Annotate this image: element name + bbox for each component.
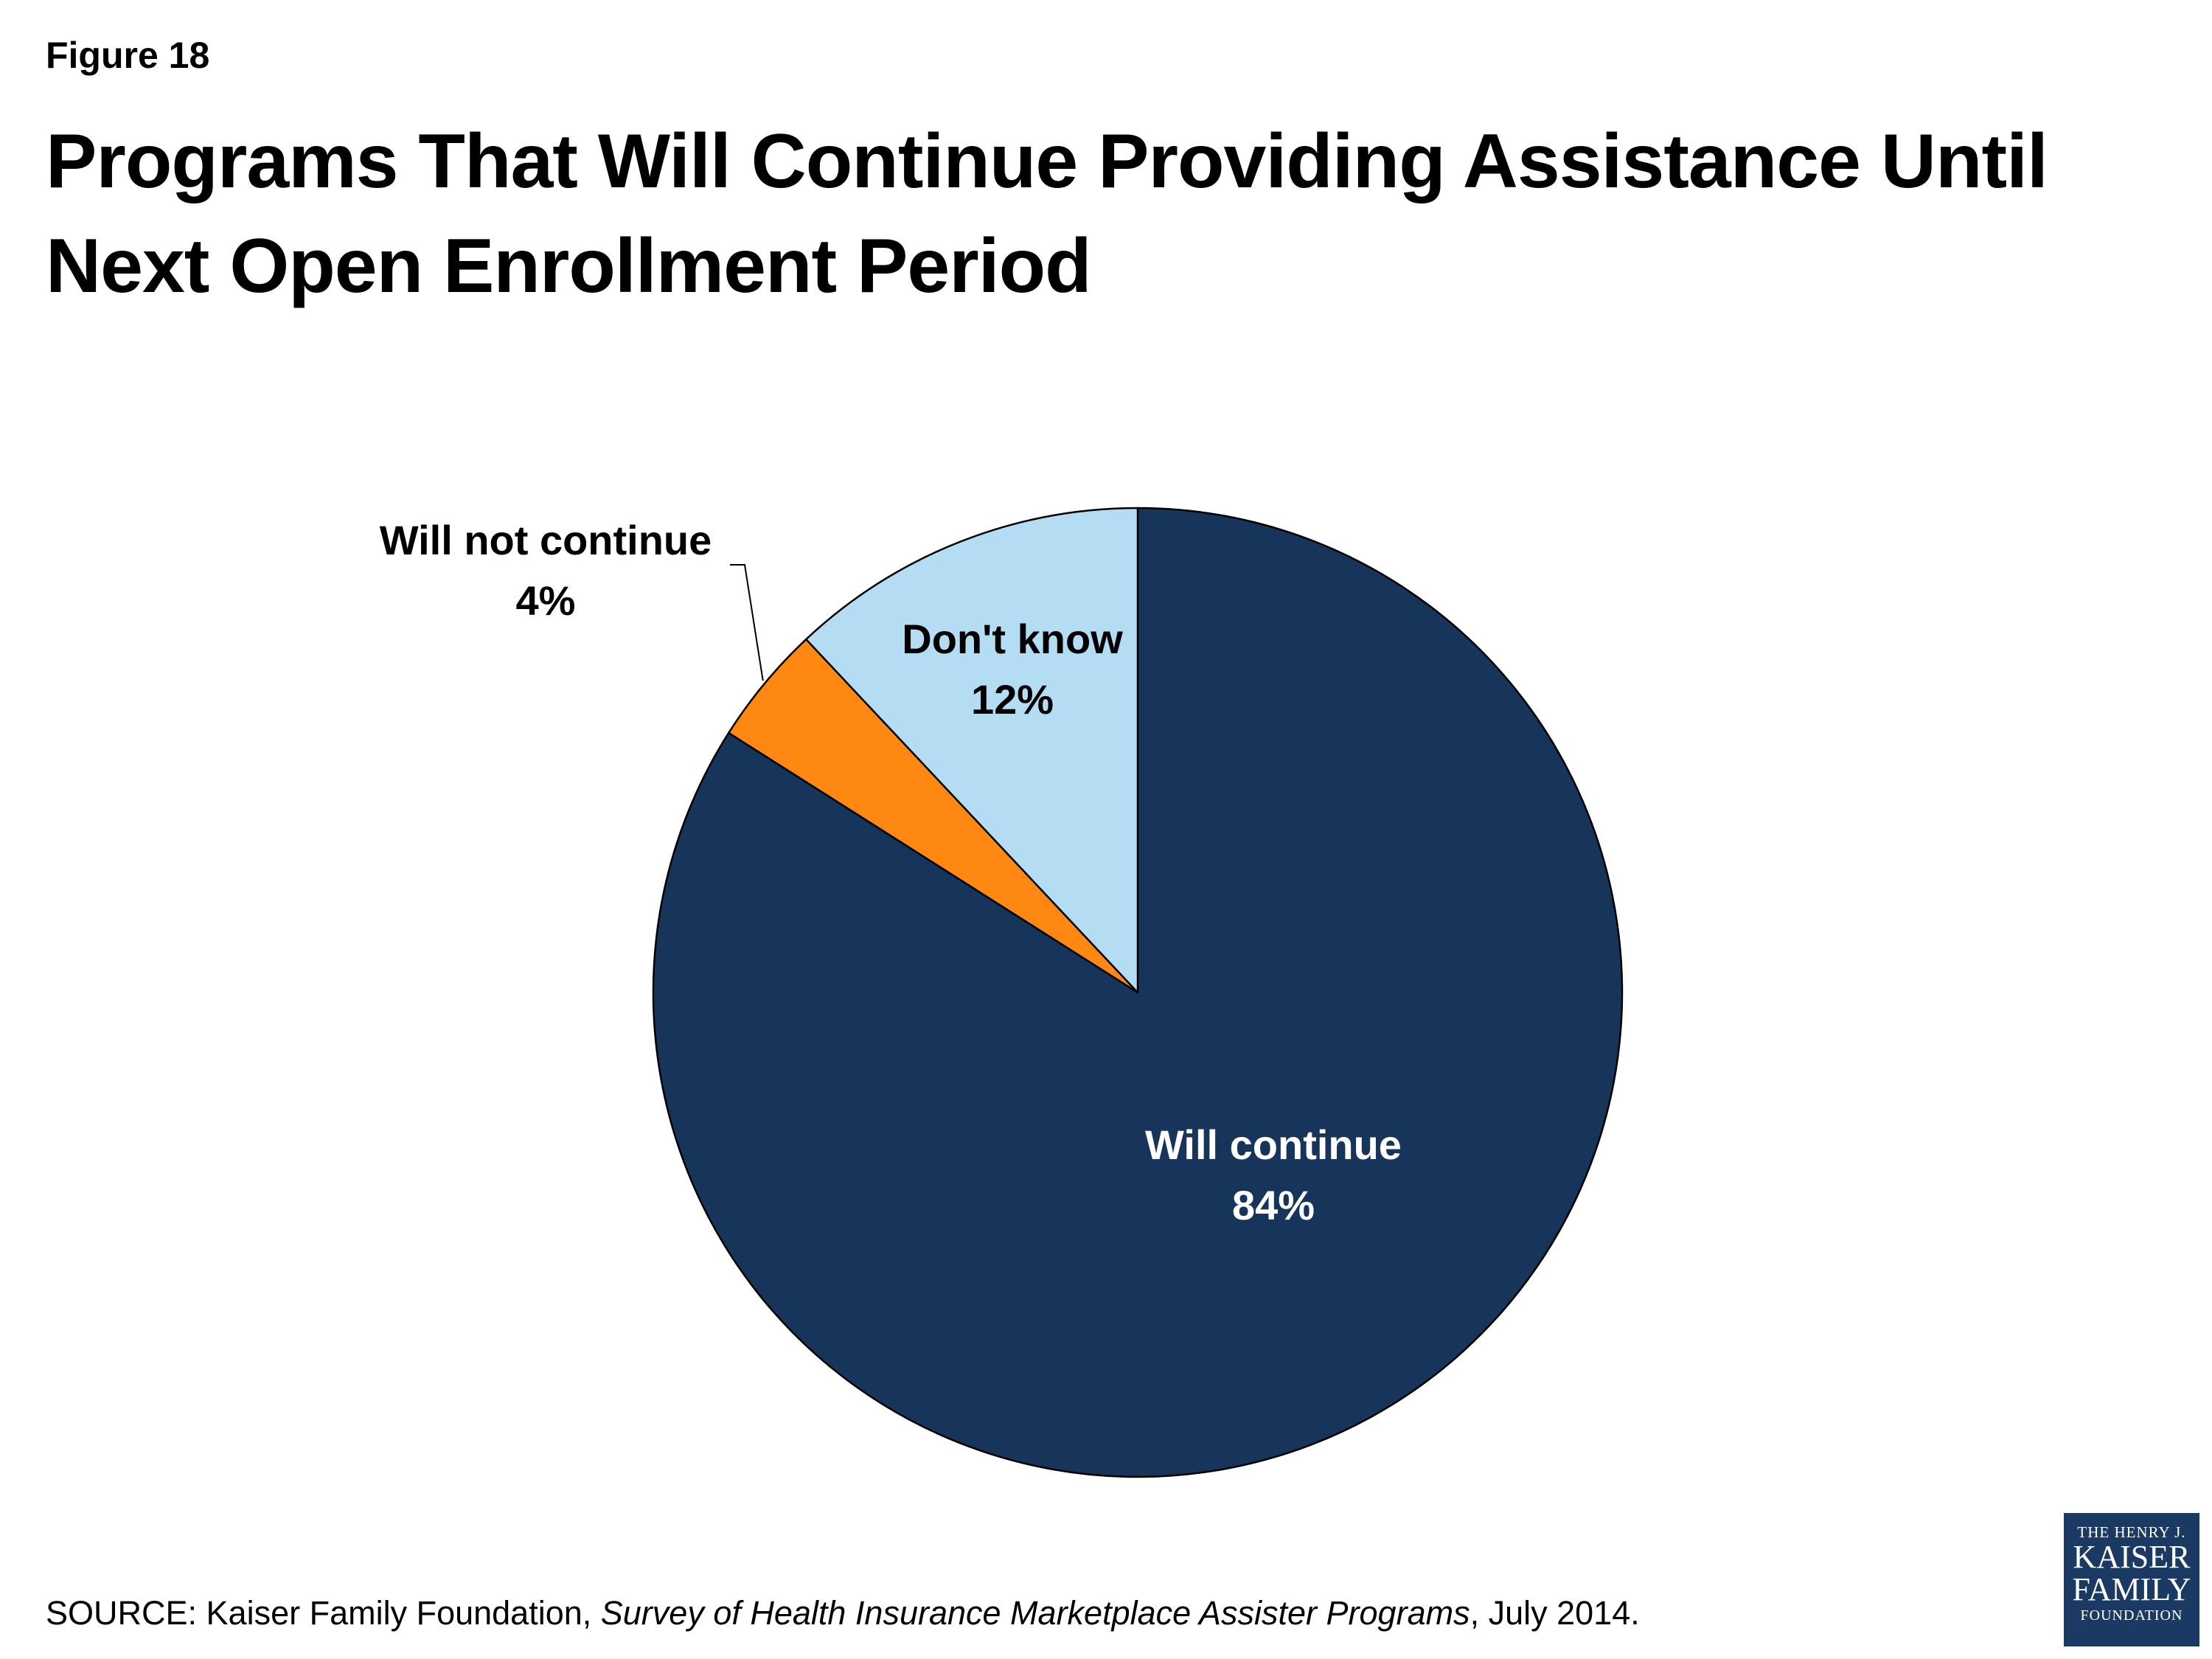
source-title: Survey of Health Insurance Marketplace A… [600, 1594, 1470, 1632]
logo-line-4: FOUNDATION [2080, 1607, 2183, 1624]
labels-layer: Will continue 84% Will not continue 4% Don't… [380, 517, 1402, 1228]
figure-label: Figure 18 [46, 35, 210, 76]
logo-line-2: KAISER [2073, 1539, 2191, 1575]
chart-title: Programs That Will Continue Providing As… [46, 119, 2048, 309]
leader-line-will-not-continue [730, 564, 764, 681]
slice-value-will-continue: 84% [1232, 1182, 1315, 1228]
kaiser-logo: THE HENRY J. KAISER FAMILY FOUNDATION [2064, 1513, 2199, 1646]
logo-line-1: THE HENRY J. [2077, 1523, 2186, 1541]
source-note: SOURCE: Kaiser Family Foundation, Survey… [46, 1596, 1640, 1630]
slice-label-don-t-know: Don't know [902, 616, 1123, 662]
logo-line-3: FAMILY [2072, 1571, 2191, 1607]
slices-layer [652, 507, 1624, 1478]
source-suffix: , July 2014. [1470, 1594, 1640, 1632]
pie-slice-don-t-know [805, 507, 1139, 994]
slice-value-don-t-know: 12% [971, 676, 1054, 723]
slice-value-will-not-continue: 4% [516, 577, 576, 624]
source-prefix: SOURCE: Kaiser Family Foundation, [46, 1594, 601, 1632]
slice-label-will-not-continue: Will not continue [380, 517, 712, 563]
slice-label-will-continue: Will continue [1145, 1121, 1402, 1168]
